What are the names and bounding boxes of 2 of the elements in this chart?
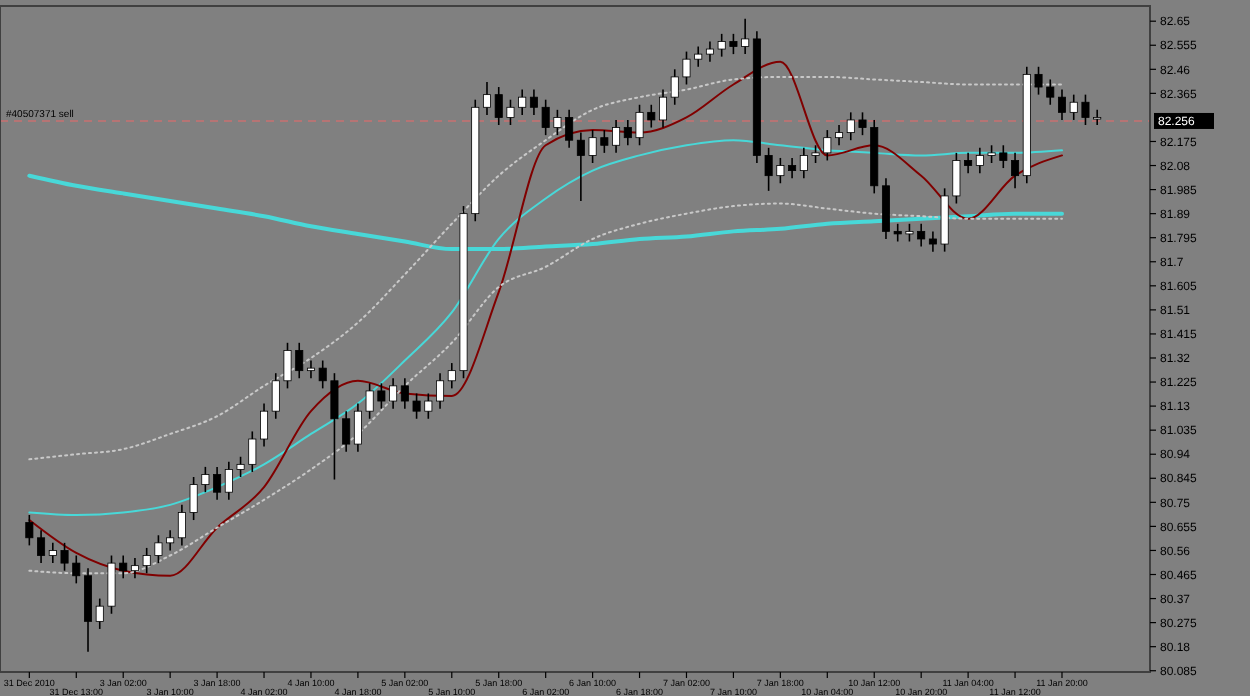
line-series bbox=[28, 139, 1063, 516]
line-series bbox=[28, 202, 1063, 575]
